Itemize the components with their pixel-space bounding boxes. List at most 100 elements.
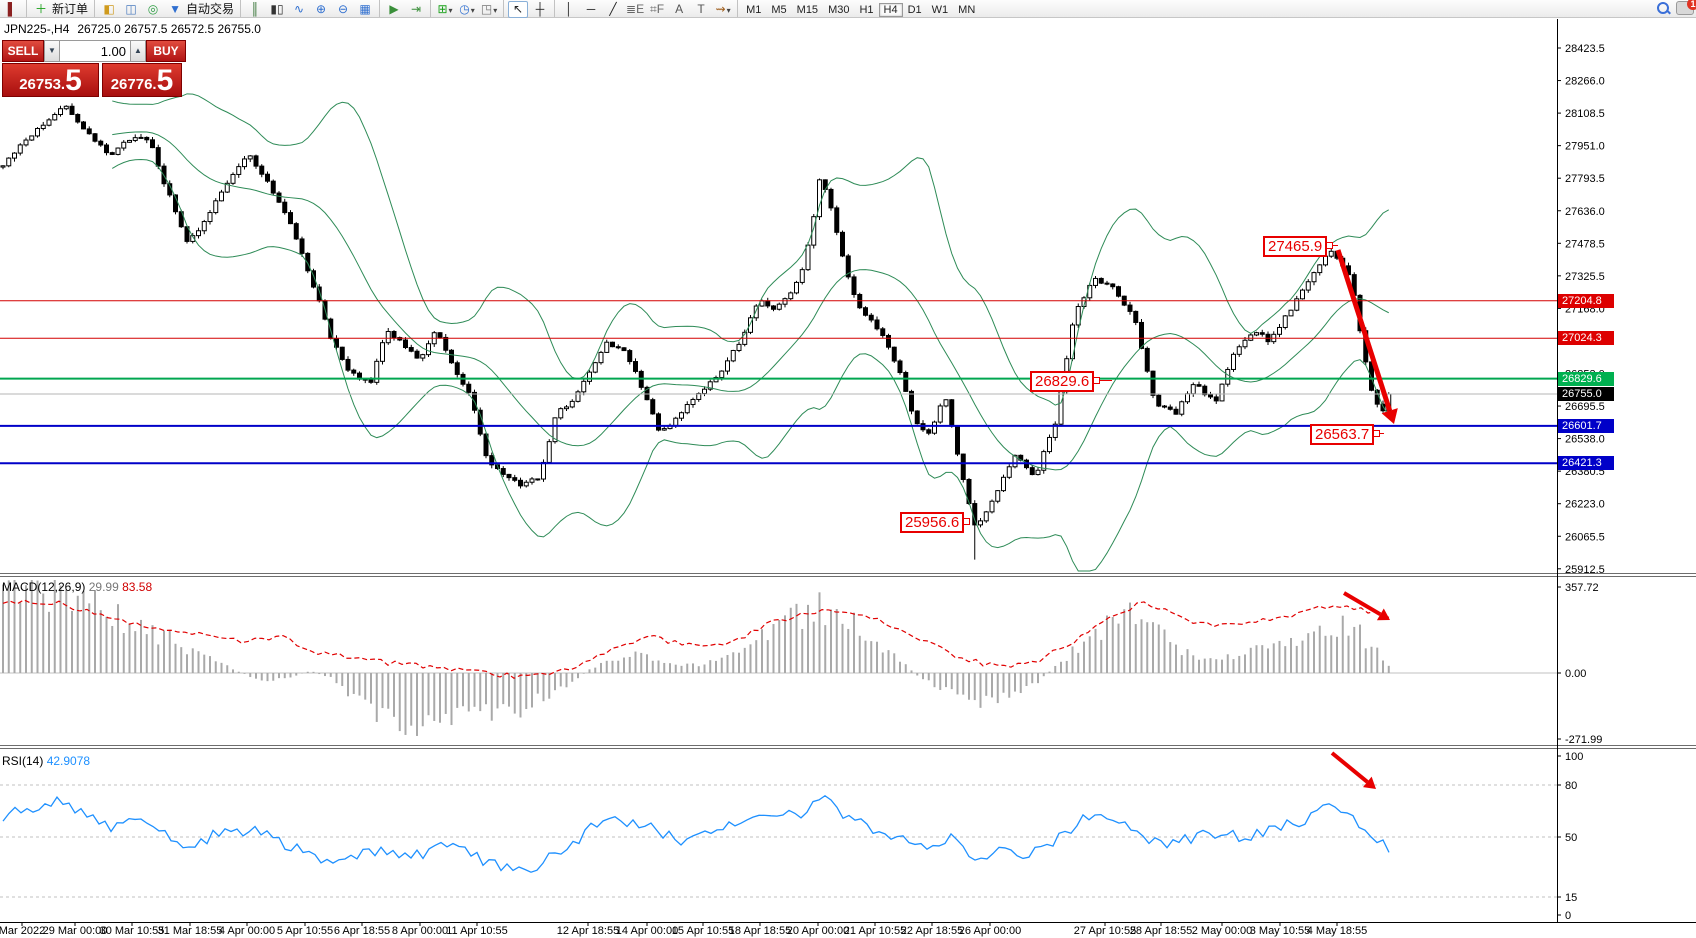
price-annotation-label[interactable]: 26829.6	[1030, 371, 1095, 392]
timeframe-h1[interactable]: H1	[859, 3, 874, 16]
price-axis-badge: 26829.6	[1558, 371, 1614, 386]
rsi-axis-tick: 0	[1565, 910, 1571, 922]
time-axis-label: 20 Apr 00:00	[786, 925, 850, 937]
price-annotation-label[interactable]: 25956.6	[900, 512, 965, 533]
trendline-icon[interactable]: ╱	[609, 1, 617, 16]
time-axis-label: 21 Apr 10:55	[843, 925, 907, 937]
volume-down-button[interactable]: ▼	[44, 40, 60, 62]
timeframe-m1[interactable]: M1	[746, 3, 762, 16]
macd-axis-tick: -271.99	[1565, 734, 1602, 746]
rsi-line	[2, 794, 1390, 873]
time-axis-label: 3 May 10:55	[1249, 925, 1311, 937]
autotrading-label[interactable]: 自动交易	[186, 1, 235, 16]
arrows-icon[interactable]: ⇝▾	[715, 1, 731, 16]
annotation-handle	[1326, 242, 1333, 249]
timeframe-h4[interactable]: H4	[878, 2, 903, 17]
toolbar-separator	[430, 0, 432, 17]
candles	[0, 103, 1392, 560]
buy-button[interactable]: BUY	[146, 40, 186, 62]
price-annotation-label[interactable]: 27465.9	[1263, 236, 1328, 257]
macd-axis-tick: 357.72	[1565, 582, 1599, 594]
cursor-icon[interactable]: ↖	[508, 0, 529, 18]
navigator-icon[interactable]: ◎	[147, 1, 159, 16]
macd-indicator-label: MACD(12,26,9) 29.99 83.58	[2, 580, 153, 594]
volume-up-button[interactable]: ▲	[130, 40, 146, 62]
crosshair-icon[interactable]: ┼	[535, 1, 545, 16]
autotrading-icon[interactable]: ▼	[169, 1, 181, 16]
annotation-handle	[1373, 430, 1380, 437]
buy-price[interactable]: 26776. 5	[102, 63, 182, 97]
timeframe-d1[interactable]: D1	[907, 3, 922, 16]
auto-scroll-icon[interactable]: ▶	[389, 1, 399, 16]
candlestick-icon[interactable]: ▮▯	[270, 1, 284, 16]
timeframe-m15[interactable]: M15	[796, 3, 819, 16]
market-watch-icon[interactable]: ◧	[103, 1, 115, 16]
price-axis-tick: 26538.0	[1565, 434, 1605, 446]
rsi-axis-tick: 50	[1565, 832, 1577, 844]
fibonacci-icon[interactable]: ≣E	[626, 1, 645, 16]
toolbar: ▌ ＋ 新订单 ◧ ◫ ◎ ▼ 自动交易 ║ ▮▯ ∿ ⊕ ⊖ ▦ ▶ ⇥ ⊞▾ ◷▾ ◳▾ ↖ ┼ │ ─ ╱ ≣E ⌗F A T ⇝…	[0, 0, 1696, 18]
macd-trend-arrow[interactable]	[1342, 591, 1390, 621]
line-chart-icon[interactable]: ∿	[294, 1, 305, 16]
zoom-in-icon[interactable]: ⊕	[316, 1, 327, 16]
macd-histogram	[2, 580, 1390, 736]
toolbar-separator	[26, 0, 27, 17]
rsi-indicator-label: RSI(14) 42.9078	[2, 754, 91, 768]
toolbar-separator	[554, 0, 556, 17]
main-trend-arrow[interactable]	[1335, 249, 1398, 424]
timeframe-m30[interactable]: M30	[828, 3, 850, 16]
price-axis-badge: 27204.8	[1558, 293, 1614, 308]
new-order-label[interactable]: 新订单	[52, 1, 89, 16]
time-axis-label: 5 Apr 10:55	[276, 925, 334, 937]
toolbar-separator	[240, 0, 242, 17]
timeframe-m5[interactable]: M5	[771, 3, 787, 16]
zoom-out-icon[interactable]: ⊖	[338, 1, 349, 16]
symbol-period: JPN225-,H4	[4, 22, 70, 36]
annotation-handle	[963, 518, 970, 525]
search-icon[interactable]	[1656, 1, 1671, 15]
horizontal-lines[interactable]	[0, 300, 1557, 465]
timeframe-w1[interactable]: W1	[931, 3, 949, 16]
bar-chart-icon[interactable]: ║	[250, 1, 260, 16]
price-annotation-label[interactable]: 26563.7	[1310, 424, 1375, 445]
price-axis-tick: 27793.5	[1565, 173, 1605, 185]
price-axis-badge: 26755.0	[1558, 387, 1614, 402]
data-window-icon[interactable]: ◫	[125, 1, 137, 16]
time-axis-label: 4 May 18:55	[1306, 925, 1368, 937]
sell-button[interactable]: SELL	[2, 40, 44, 62]
ohlc-values: 26725.0 26757.5 26572.5 26755.0	[77, 22, 261, 36]
fibo-channel-icon[interactable]: ⌗F	[650, 1, 665, 16]
symbol-ohlc-info: JPN225-,H4 26725.0 26757.5 26572.5 26755.…	[4, 22, 261, 36]
price-axis-badge: 27024.3	[1558, 331, 1614, 346]
toolbar-separator	[379, 0, 381, 17]
templates-icon[interactable]: ◳▾	[480, 1, 498, 16]
volume-input[interactable]	[60, 40, 130, 62]
vertical-line-icon[interactable]: │	[565, 1, 573, 16]
new-order-icon[interactable]: ＋	[34, 1, 47, 16]
time-axis-label: 31 Mar 18:55	[157, 925, 223, 937]
periods-icon[interactable]: ◷▾	[459, 1, 475, 16]
toolbar-separator	[503, 0, 505, 17]
timeframe-mn[interactable]: MN	[958, 3, 976, 16]
time-axis-label: Mar 2022	[0, 925, 46, 937]
text-label-icon[interactable]: T	[697, 1, 705, 16]
add-indicator-icon[interactable]: ⊞▾	[437, 1, 453, 16]
price-axis-tick: 26695.5	[1565, 401, 1605, 413]
sell-price[interactable]: 26753. 5	[2, 63, 99, 97]
price-axis-badge: 26421.3	[1558, 456, 1614, 471]
price-axis-tick: 27478.5	[1565, 238, 1605, 250]
time-axis-label: 11 Apr 10:55	[446, 925, 508, 937]
chat-badge: 1	[1687, 0, 1696, 10]
rsi-trend-arrow[interactable]	[1330, 751, 1376, 789]
annotation-handle	[1093, 377, 1100, 384]
chat-icon[interactable]: 1	[1676, 0, 1696, 15]
window-fragment-icon[interactable]: ▌	[7, 1, 17, 16]
annotation-connector	[1329, 245, 1338, 246]
chart-shift-icon[interactable]: ⇥	[411, 1, 422, 16]
text-icon[interactable]: A	[675, 1, 684, 16]
annotation-connector	[1096, 380, 1112, 381]
tile-windows-icon[interactable]: ▦	[359, 1, 371, 16]
horizontal-line-icon[interactable]: ─	[586, 1, 596, 16]
macd-signal-line	[2, 599, 1390, 679]
